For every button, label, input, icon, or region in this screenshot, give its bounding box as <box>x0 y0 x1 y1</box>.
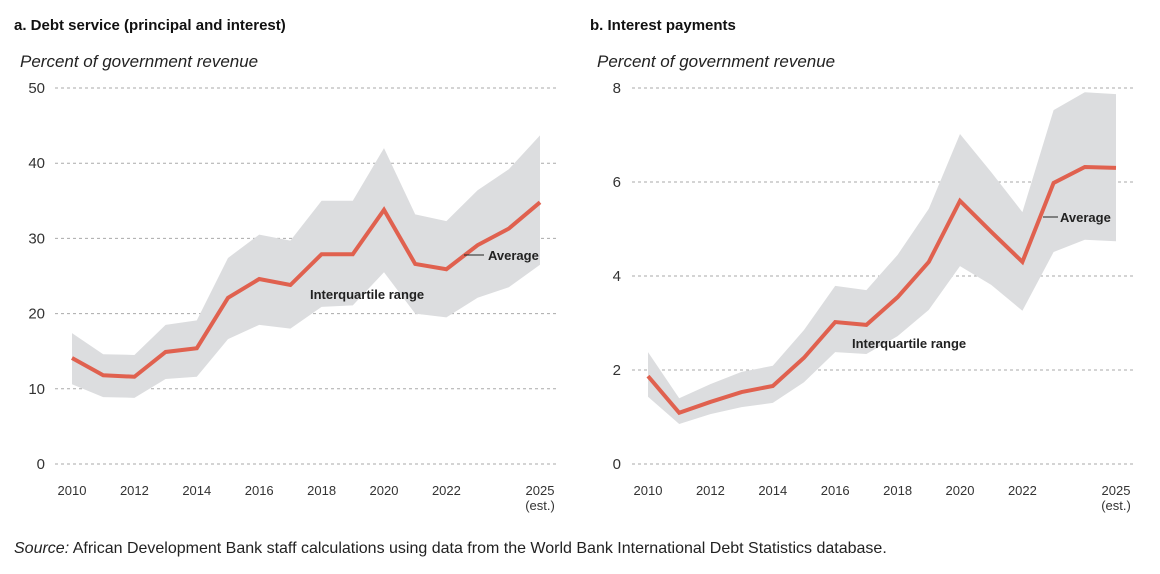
source-text: African Development Bank staff calculati… <box>69 540 887 557</box>
average-annotation: Average <box>488 248 539 263</box>
x-tick-label: 2020 <box>370 483 399 498</box>
source-label: Source: <box>14 540 70 557</box>
average-annotation: Average <box>1060 210 1111 225</box>
x-tick-label: 2010 <box>58 483 87 498</box>
x-tick-label: 2012 <box>120 483 149 498</box>
y-tick-label: 20 <box>28 306 45 323</box>
y-tick-label: 8 <box>613 80 621 97</box>
y-tick-label: 10 <box>28 381 45 398</box>
y-tick-label: 40 <box>28 155 45 172</box>
x-tick-label: 2018 <box>883 483 912 498</box>
x-tick-label: 2014 <box>182 483 211 498</box>
average-line <box>646 164 1117 416</box>
interquartile-band <box>648 92 1116 425</box>
average-line <box>71 200 542 379</box>
band-annotation: Interquartile range <box>852 336 966 351</box>
source-note: Source: African Development Bank staff c… <box>14 540 887 558</box>
x-tick-label: 2012 <box>696 483 725 498</box>
y-tick-label: 6 <box>613 174 621 191</box>
x-tick-label: 2025 <box>1102 483 1131 498</box>
x-tick-label: 2016 <box>245 483 274 498</box>
x-tick-label: 2025 <box>526 483 555 498</box>
y-tick-label: 30 <box>28 230 45 247</box>
x-tick-label: 2020 <box>946 483 975 498</box>
y-tick-label: 4 <box>613 268 621 285</box>
x-tick-label: 2022 <box>1008 483 1037 498</box>
y-tick-label: 50 <box>28 80 45 97</box>
x-tick-label: 2010 <box>634 483 663 498</box>
y-axis-label: Percent of government revenue <box>20 52 258 71</box>
x-tick-label: 2016 <box>821 483 850 498</box>
chart-panel-a: a. Debt service (principal and interest)… <box>14 17 556 513</box>
x-tick-note: (est.) <box>1101 498 1131 513</box>
interquartile-band <box>72 135 540 398</box>
chart-title: b. Interest payments <box>590 17 736 34</box>
chart-title: a. Debt service (principal and interest) <box>14 17 286 34</box>
y-tick-label: 2 <box>613 362 621 379</box>
x-tick-label: 2014 <box>758 483 787 498</box>
x-tick-label: 2018 <box>307 483 336 498</box>
x-tick-note: (est.) <box>525 498 555 513</box>
x-tick-label: 2022 <box>432 483 461 498</box>
y-tick-label: 0 <box>37 456 45 473</box>
chart-panel-b: b. Interest payments Percent of governmen… <box>590 17 1133 513</box>
band-annotation: Interquartile range <box>310 287 424 302</box>
y-axis-label: Percent of government revenue <box>597 52 835 71</box>
y-tick-label: 0 <box>613 456 621 473</box>
